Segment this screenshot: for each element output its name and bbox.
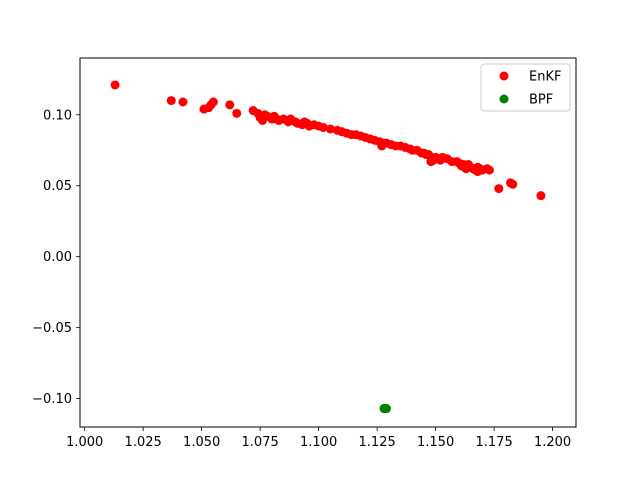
legend-marker-enkf <box>499 71 509 81</box>
enkf-point <box>536 191 546 201</box>
x-tick-label: 1.100 <box>300 435 337 450</box>
y-tick-label: 0.00 <box>43 250 72 265</box>
enkf-point <box>484 165 494 175</box>
legend-label-enkf: EnKF <box>529 70 561 85</box>
x-tick-label: 1.025 <box>125 435 162 450</box>
x-tick-label: 1.000 <box>66 435 103 450</box>
x-tick-label: 1.150 <box>417 435 454 450</box>
bpf-point <box>381 404 391 414</box>
x-tick-label: 1.075 <box>242 435 279 450</box>
enkf-point <box>494 184 504 194</box>
enkf-point <box>325 124 335 134</box>
enkf-point <box>225 100 235 110</box>
y-tick-label: −0.05 <box>32 321 72 336</box>
enkf-point <box>110 80 120 90</box>
legend: EnKF BPF <box>480 63 571 112</box>
y-tick-label: −0.10 <box>32 392 72 407</box>
x-axis: 1.000 1.025 1.050 1.075 1.100 1.125 1.150 1.175… <box>66 427 571 450</box>
x-tick-label: 1.050 <box>183 435 220 450</box>
enkf-point <box>166 96 176 106</box>
y-tick-label: 0.05 <box>43 179 72 194</box>
data-points <box>110 80 546 414</box>
x-tick-label: 1.200 <box>534 435 571 450</box>
legend-marker-bpf <box>499 94 509 104</box>
x-tick-label: 1.175 <box>476 435 513 450</box>
enkf-point <box>178 97 188 107</box>
enkf-point <box>508 179 518 189</box>
y-tick-label: 0.10 <box>43 108 72 123</box>
y-axis: −0.10 −0.05 0.00 0.05 0.10 <box>32 108 80 407</box>
legend-label-bpf: BPF <box>529 93 553 108</box>
x-tick-label: 1.125 <box>359 435 396 450</box>
enkf-point <box>318 123 328 133</box>
enkf-point <box>232 108 242 118</box>
enkf-point <box>208 97 218 107</box>
plot-area <box>79 57 577 428</box>
